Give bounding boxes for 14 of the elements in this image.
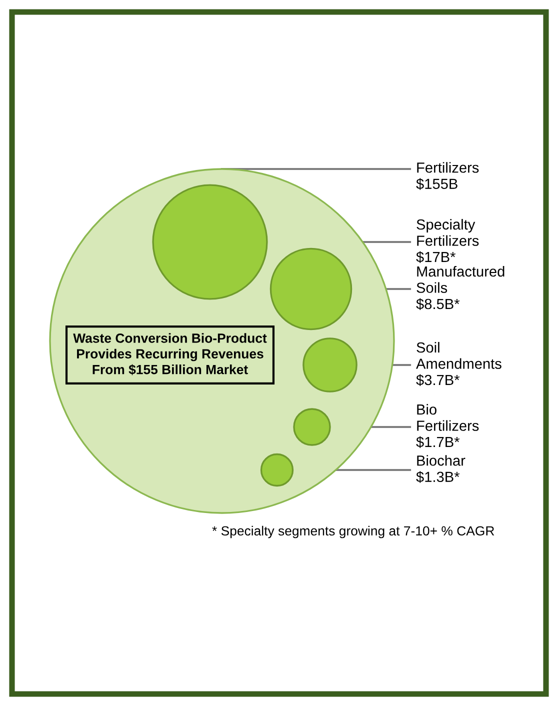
data-label: $3.7B* [416, 374, 460, 386]
category-label: Manufactured Soils [416, 266, 504, 293]
data-label: $17B* [416, 251, 456, 264]
category-label: Biochar [417, 455, 466, 466]
data-label: $8.5B* [416, 298, 460, 310]
data-label: $1.3B* [416, 471, 460, 483]
category-label: Specialty Fertilizers [416, 218, 479, 246]
category-label: Fertilizers [417, 162, 479, 173]
category-label: Soil Amendments [416, 342, 502, 369]
text: Waste Conversion Bio-Product Provides Recurring Revenues From $155 Billion Market [73, 333, 267, 376]
category-label: Bio Fertilizers [417, 404, 479, 431]
data-label: $1.7B* [416, 436, 460, 448]
text: * Specialty segments growing at 7-10+ % CAGR [212, 526, 494, 538]
data-label: $155B [416, 178, 458, 190]
